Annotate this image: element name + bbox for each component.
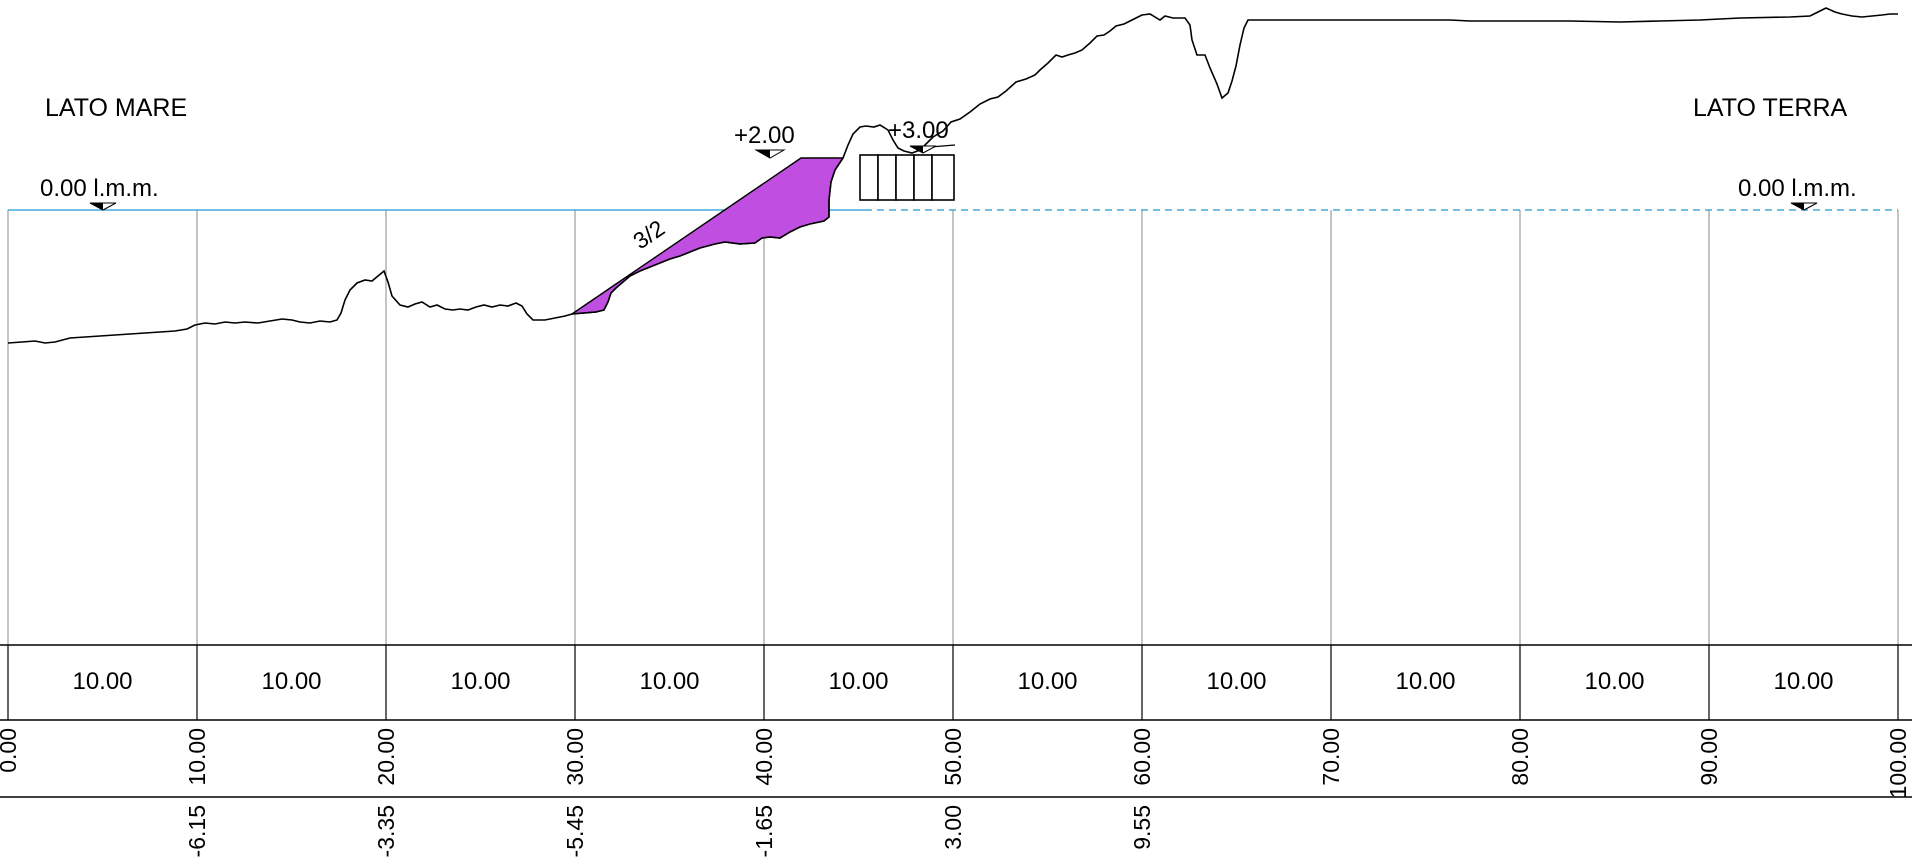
- partial-distance-label: 10.00: [1773, 668, 1833, 695]
- datum-label-left: 0.00 l.m.m.: [40, 175, 159, 202]
- top-level-label: +3.00: [888, 117, 949, 144]
- crest-level-label: +2.00: [734, 122, 795, 149]
- partial-distance-label: 10.00: [828, 668, 888, 695]
- level-marker-crest: [754, 149, 786, 159]
- progressive-distance-label: 60.00: [1129, 728, 1155, 786]
- ground-profile-line: [7, 7, 1898, 344]
- sea-side-label: LATO MARE: [45, 94, 187, 122]
- partial-distance-label: 10.00: [1017, 668, 1077, 695]
- concrete-blocks: [859, 154, 955, 201]
- level-marker-top: [909, 145, 937, 154]
- progressive-distance-label: 100.00: [1885, 728, 1911, 798]
- progressive-distance-label: 80.00: [1507, 728, 1533, 786]
- datum-label-right: 0.00 l.m.m.: [1738, 175, 1857, 202]
- progressive-distance-label: 0.00: [0, 728, 21, 773]
- partial-distance-label: 10.00: [1584, 668, 1644, 695]
- partial-distance-label: 10.00: [261, 668, 321, 695]
- progressive-distance-row: 0.00 10.00 20.00 30.00 40.00 50.00 60.00 70.00 8…: [0, 728, 1911, 798]
- partial-distance-label: 10.00: [639, 668, 699, 695]
- ground-elevation-label: 9.55: [1129, 805, 1155, 850]
- ground-elevation-row: -6.15 -3.35 -5.45 -1.65 3.00 9.55: [184, 805, 1155, 857]
- block-3: [895, 154, 915, 201]
- progressive-distance-label: 30.00: [562, 728, 588, 786]
- progressive-distance-label: 90.00: [1696, 728, 1722, 786]
- level-marker-datum-right: [1790, 202, 1818, 211]
- partial-distance-label: 10.00: [72, 668, 132, 695]
- partial-distance-row: 10.00 10.00 10.00 10.00 10.00 10.00 10.00 10.00…: [72, 668, 1833, 695]
- land-side-label: LATO TERRA: [1693, 94, 1848, 122]
- station-grid: [7, 210, 1899, 720]
- block-1: [859, 154, 879, 201]
- partial-distance-label: 10.00: [1206, 668, 1266, 695]
- profile-table: 10.00 10.00 10.00 10.00 10.00 10.00 10.00 10.00…: [0, 644, 1912, 857]
- ground-elevation-label: -6.15: [184, 805, 210, 857]
- progressive-distance-label: 20.00: [373, 728, 399, 786]
- partial-distance-label: 10.00: [1395, 668, 1455, 695]
- partial-distance-label: 10.00: [450, 668, 510, 695]
- ground-elevation-label: -5.45: [562, 805, 588, 857]
- block-5: [931, 154, 955, 201]
- progressive-distance-label: 10.00: [184, 728, 210, 786]
- block-2: [877, 154, 897, 201]
- ground-elevation-label: -3.35: [373, 805, 399, 857]
- progressive-distance-label: 40.00: [751, 728, 777, 786]
- slope-ratio-label: 3/2: [628, 215, 669, 254]
- level-marker-datum-left: [89, 202, 117, 211]
- block-4: [913, 154, 933, 201]
- ground-elevation-label: 3.00: [940, 805, 966, 850]
- progressive-distance-label: 50.00: [940, 728, 966, 786]
- progressive-distance-label: 70.00: [1318, 728, 1344, 786]
- ground-elevation-label: -1.65: [751, 805, 777, 857]
